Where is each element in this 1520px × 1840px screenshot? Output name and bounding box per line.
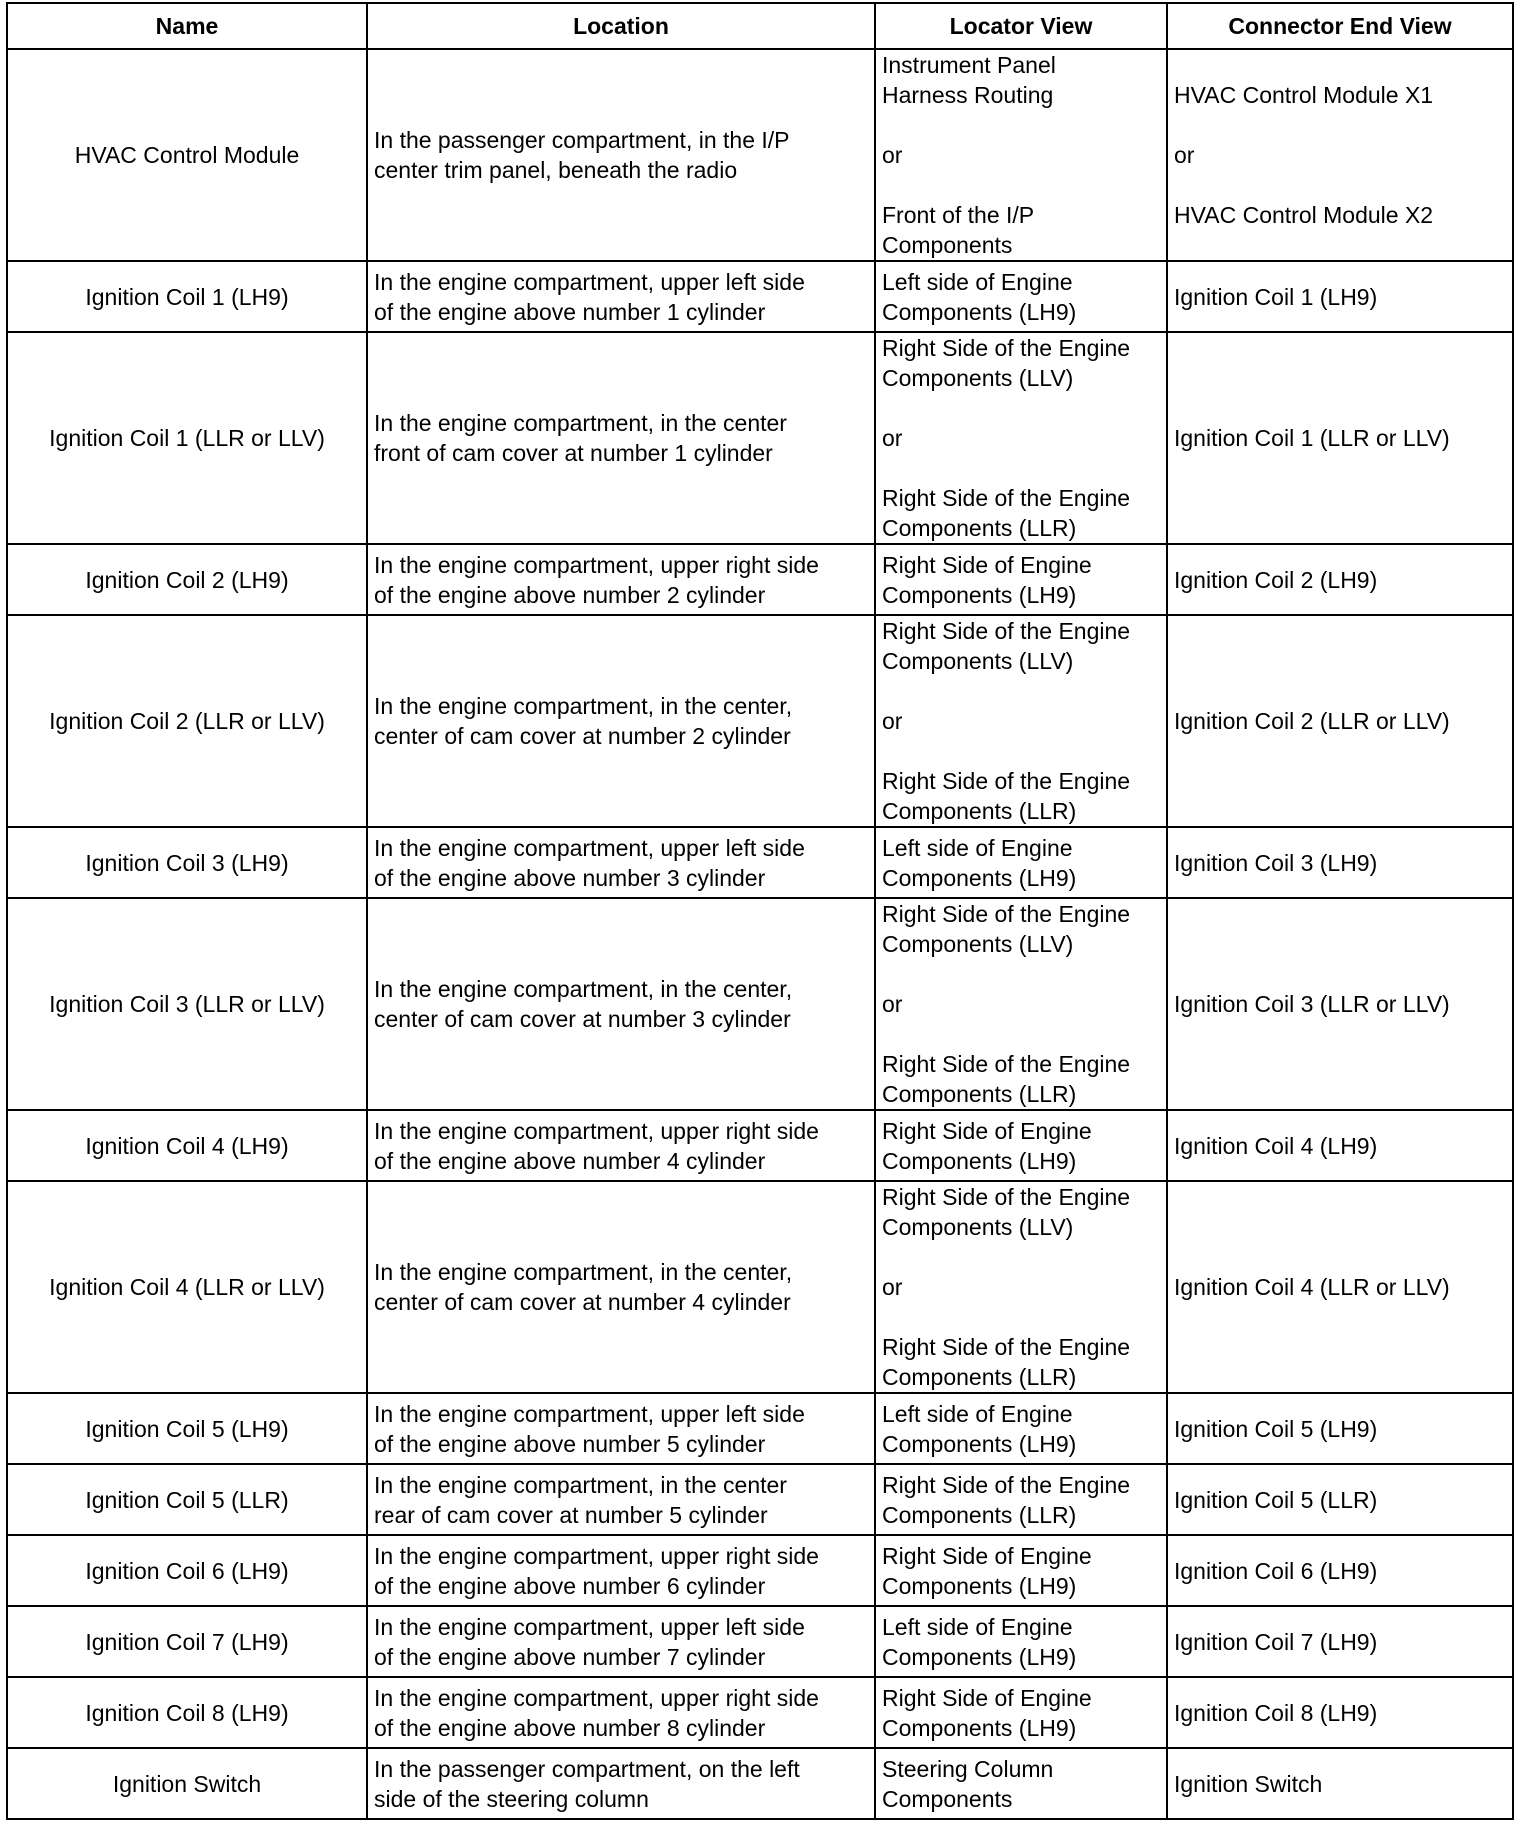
cell-name: Ignition Coil 2 (LLR or LLV)	[6, 614, 368, 828]
cell-locator-view: Right Side of Engine Components (LH9)	[874, 543, 1168, 616]
cell-name: Ignition Coil 5 (LLR)	[6, 1463, 368, 1536]
cell-location: In the engine compartment, in the center…	[366, 1180, 876, 1394]
table-row: Ignition Coil 2 (LLR or LLV) In the engin…	[6, 614, 1514, 828]
cell-name: Ignition Coil 6 (LH9)	[6, 1534, 368, 1607]
cell-locator-view: Left side of Engine Components (LH9)	[874, 1605, 1168, 1678]
cell-locator-view: Steering Column Components	[874, 1747, 1168, 1820]
cell-locator-view: Right Side of Engine Components (LH9)	[874, 1109, 1168, 1182]
cell-locator-view: Right Side of the Engine Components (LLV…	[874, 897, 1168, 1111]
table-row: Ignition Coil 1 (LH9) In the engine compa…	[6, 260, 1514, 333]
cell-location: In the engine compartment, upper left si…	[366, 1605, 876, 1678]
header-name: Name	[6, 2, 368, 50]
cell-location: In the engine compartment, in the center…	[366, 1463, 876, 1536]
table-row: Ignition Coil 2 (LH9) In the engine compa…	[6, 543, 1514, 616]
cell-name: Ignition Coil 3 (LH9)	[6, 826, 368, 899]
cell-name: Ignition Coil 3 (LLR or LLV)	[6, 897, 368, 1111]
cell-locator-view: Left side of Engine Components (LH9)	[874, 826, 1168, 899]
cell-connector-end-view: Ignition Coil 4 (LH9)	[1166, 1109, 1514, 1182]
cell-name: Ignition Coil 4 (LH9)	[6, 1109, 368, 1182]
cell-location: In the engine compartment, upper right s…	[366, 543, 876, 616]
cell-name: Ignition Coil 2 (LH9)	[6, 543, 368, 616]
cell-connector-end-view: Ignition Coil 7 (LH9)	[1166, 1605, 1514, 1678]
cell-locator-view: Instrument Panel Harness Routing or Fron…	[874, 48, 1168, 262]
cell-location: In the engine compartment, in the center…	[366, 614, 876, 828]
cell-locator-view: Right Side of the Engine Components (LLV…	[874, 614, 1168, 828]
cell-location: In the engine compartment, upper left si…	[366, 826, 876, 899]
table-row: Ignition Coil 7 (LH9) In the engine compa…	[6, 1605, 1514, 1678]
cell-connector-end-view: Ignition Coil 2 (LH9)	[1166, 543, 1514, 616]
cell-locator-view: Left side of Engine Components (LH9)	[874, 1392, 1168, 1465]
table-row: Ignition Coil 5 (LLR) In the engine compa…	[6, 1463, 1514, 1536]
cell-locator-view: Left side of Engine Components (LH9)	[874, 260, 1168, 333]
cell-connector-end-view: Ignition Switch	[1166, 1747, 1514, 1820]
cell-location: In the engine compartment, upper right s…	[366, 1676, 876, 1749]
cell-location: In the passenger compartment, in the I/P…	[366, 48, 876, 262]
cell-name: Ignition Coil 1 (LLR or LLV)	[6, 331, 368, 545]
cell-connector-end-view: Ignition Coil 3 (LH9)	[1166, 826, 1514, 899]
cell-locator-view: Right Side of Engine Components (LH9)	[874, 1676, 1168, 1749]
table-row: Ignition Coil 3 (LLR or LLV) In the engin…	[6, 897, 1514, 1111]
cell-locator-view: Right Side of the Engine Components (LLV…	[874, 1180, 1168, 1394]
cell-connector-end-view: Ignition Coil 5 (LLR)	[1166, 1463, 1514, 1536]
cell-locator-view: Right Side of the Engine Components (LLV…	[874, 331, 1168, 545]
cell-location: In the passenger compartment, on the lef…	[366, 1747, 876, 1820]
table-row: Ignition Switch In the passenger compartm…	[6, 1747, 1514, 1820]
cell-location: In the engine compartment, upper left si…	[366, 260, 876, 333]
header-row: Name Location Locator View Connector End…	[6, 2, 1514, 50]
cell-connector-end-view: Ignition Coil 6 (LH9)	[1166, 1534, 1514, 1607]
cell-location: In the engine compartment, upper right s…	[366, 1109, 876, 1182]
cell-connector-end-view: Ignition Coil 2 (LLR or LLV)	[1166, 614, 1514, 828]
cell-name: HVAC Control Module	[6, 48, 368, 262]
cell-locator-view: Right Side of Engine Components (LH9)	[874, 1534, 1168, 1607]
cell-connector-end-view: Ignition Coil 4 (LLR or LLV)	[1166, 1180, 1514, 1394]
cell-location: In the engine compartment, in the center…	[366, 331, 876, 545]
cell-connector-end-view: Ignition Coil 1 (LLR or LLV)	[1166, 331, 1514, 545]
cell-connector-end-view: HVAC Control Module X1 or HVAC Control M…	[1166, 48, 1514, 262]
table-row: Ignition Coil 8 (LH9) In the engine compa…	[6, 1676, 1514, 1749]
header-connector-end-view: Connector End View	[1166, 2, 1514, 50]
cell-connector-end-view: Ignition Coil 3 (LLR or LLV)	[1166, 897, 1514, 1111]
table-row: Ignition Coil 3 (LH9) In the engine compa…	[6, 826, 1514, 899]
component-locator-table: Name Location Locator View Connector End…	[6, 2, 1514, 1820]
cell-location: In the engine compartment, in the center…	[366, 897, 876, 1111]
cell-name: Ignition Coil 7 (LH9)	[6, 1605, 368, 1678]
table-row: Ignition Coil 4 (LH9) In the engine compa…	[6, 1109, 1514, 1182]
cell-connector-end-view: Ignition Coil 5 (LH9)	[1166, 1392, 1514, 1465]
table-row: Ignition Coil 1 (LLR or LLV) In the engin…	[6, 331, 1514, 545]
table-row: Ignition Coil 4 (LLR or LLV) In the engin…	[6, 1180, 1514, 1394]
cell-connector-end-view: Ignition Coil 1 (LH9)	[1166, 260, 1514, 333]
cell-name: Ignition Coil 5 (LH9)	[6, 1392, 368, 1465]
cell-name: Ignition Coil 4 (LLR or LLV)	[6, 1180, 368, 1394]
cell-connector-end-view: Ignition Coil 8 (LH9)	[1166, 1676, 1514, 1749]
table-row: HVAC Control Module In the passenger comp…	[6, 48, 1514, 262]
header-locator-view: Locator View	[874, 2, 1168, 50]
cell-location: In the engine compartment, upper right s…	[366, 1534, 876, 1607]
cell-locator-view: Right Side of the Engine Components (LLR…	[874, 1463, 1168, 1536]
table-row: Ignition Coil 5 (LH9) In the engine compa…	[6, 1392, 1514, 1465]
cell-name: Ignition Coil 1 (LH9)	[6, 260, 368, 333]
cell-name: Ignition Switch	[6, 1747, 368, 1820]
header-location: Location	[366, 2, 876, 50]
cell-location: In the engine compartment, upper left si…	[366, 1392, 876, 1465]
table-row: Ignition Coil 6 (LH9) In the engine compa…	[6, 1534, 1514, 1607]
cell-name: Ignition Coil 8 (LH9)	[6, 1676, 368, 1749]
